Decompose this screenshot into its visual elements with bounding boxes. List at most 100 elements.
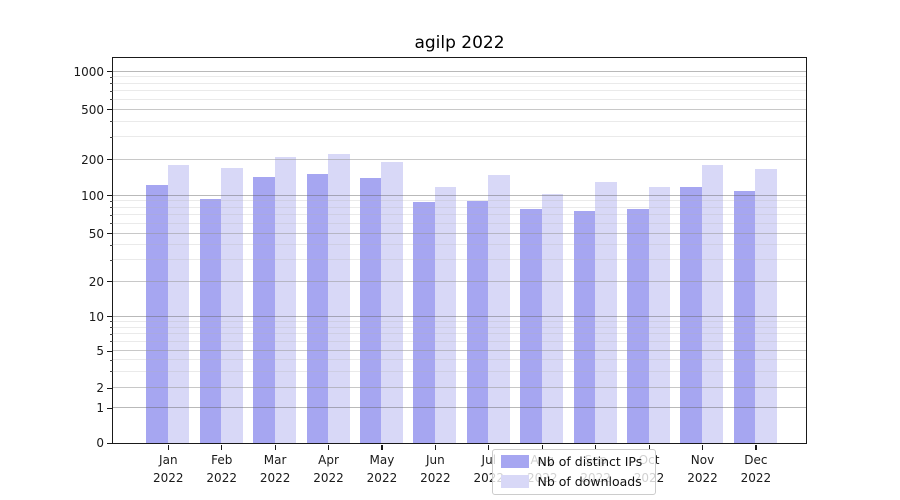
x-tick-mark-6 bbox=[488, 444, 490, 450]
y-tick-mark bbox=[107, 407, 113, 409]
x-tick-mark-5 bbox=[434, 444, 437, 450]
gridline-60 bbox=[112, 222, 806, 224]
gridline-900 bbox=[112, 76, 806, 78]
y-tick-mark bbox=[107, 159, 113, 161]
x-tick-label-3: Apr 2022 bbox=[313, 453, 344, 485]
y-tick-label-500: 500 bbox=[81, 102, 104, 117]
gridline-600 bbox=[112, 98, 806, 100]
bar-distinct-ips-10 bbox=[680, 187, 702, 443]
x-tick-mark-8 bbox=[595, 444, 597, 450]
plot-area: Nb of distinct IPs Nb of downloads bbox=[111, 56, 807, 495]
x-tick-label-10: Nov 2022 bbox=[687, 453, 718, 485]
gridline-90 bbox=[112, 200, 806, 202]
x-tick-mark-0 bbox=[167, 444, 169, 450]
x-tick-label-1: Feb 2022 bbox=[206, 453, 237, 485]
gridline-1 bbox=[112, 407, 806, 408]
bar-downloads-9 bbox=[648, 186, 671, 443]
bar-downloads-10 bbox=[701, 164, 724, 443]
gridline-20 bbox=[112, 280, 806, 282]
x-tick-label-4: May 2022 bbox=[366, 453, 398, 485]
gridline-80 bbox=[112, 206, 806, 208]
y-tick-label-5: 5 bbox=[96, 344, 104, 358]
gridline-20 bbox=[112, 280, 806, 282]
y-minor-tick-mark bbox=[109, 83, 113, 85]
y-tick-mark bbox=[107, 195, 113, 197]
bar-distinct-ips-3 bbox=[306, 173, 329, 443]
y-minor-tick-mark bbox=[109, 244, 113, 246]
y-minor-tick-mark bbox=[109, 136, 113, 138]
gridline-100 bbox=[112, 194, 806, 196]
gridline-40 bbox=[112, 244, 806, 246]
bar-distinct-ips-8 bbox=[573, 210, 596, 443]
bar-distinct-ips-7 bbox=[520, 208, 542, 443]
bar-distinct-ips-4 bbox=[359, 177, 382, 443]
y-tick-label-20: 20 bbox=[88, 274, 104, 289]
gridline-4 bbox=[112, 359, 806, 360]
y-minor-tick-mark bbox=[109, 214, 113, 216]
y-tick-mark bbox=[107, 281, 113, 283]
gridline-500 bbox=[112, 108, 806, 110]
gridline-800 bbox=[112, 82, 806, 84]
gridline-8 bbox=[112, 326, 806, 328]
bar-distinct-ips-2 bbox=[253, 176, 275, 443]
y-minor-tick-mark bbox=[109, 259, 113, 261]
x-tick-mark-7 bbox=[541, 444, 543, 450]
y-minor-tick-mark bbox=[109, 327, 113, 329]
legend-swatch-distinct-ips bbox=[500, 455, 529, 469]
gridline-500 bbox=[112, 108, 806, 110]
bar-downloads-0 bbox=[167, 164, 190, 443]
x-tick-label-0: Jan 2022 bbox=[153, 453, 184, 485]
gridline-50 bbox=[112, 232, 806, 234]
y-tick-mark bbox=[107, 71, 113, 73]
gridline-7 bbox=[112, 333, 806, 335]
bar-distinct-ips-9 bbox=[627, 208, 649, 443]
bar-distinct-ips-1 bbox=[199, 199, 222, 443]
x-tick-mark-9 bbox=[648, 444, 650, 450]
x-tick-mark-4 bbox=[381, 444, 383, 450]
y-minor-tick-mark bbox=[109, 371, 113, 373]
bar-downloads-7 bbox=[541, 193, 564, 443]
y-tick-mark bbox=[107, 109, 113, 111]
gridline-3 bbox=[112, 370, 806, 372]
legend-row-distinct-ips: Nb of distinct IPs bbox=[500, 454, 647, 471]
gridline-50 bbox=[112, 232, 806, 234]
gridline-1000 bbox=[112, 70, 806, 72]
bar-downloads-6 bbox=[488, 175, 510, 443]
gridline-300 bbox=[112, 136, 806, 138]
x-tick-mark-10 bbox=[701, 444, 704, 450]
bar-downloads-2 bbox=[274, 156, 297, 443]
y-tick-mark bbox=[107, 350, 113, 352]
bar-downloads-5 bbox=[434, 187, 457, 443]
x-tick-mark-1 bbox=[221, 444, 223, 450]
bar-downloads-11 bbox=[755, 168, 777, 443]
y-tick-label-0: 0 bbox=[96, 436, 104, 450]
y-tick-label-2: 2 bbox=[96, 381, 104, 395]
gridline-70 bbox=[112, 214, 806, 216]
bar-downloads-4 bbox=[381, 161, 403, 443]
y-minor-tick-mark bbox=[109, 223, 113, 225]
legend-label-distinct-ips: Nb of distinct IPs bbox=[537, 454, 643, 470]
y-minor-tick-mark bbox=[109, 90, 113, 92]
gridline-5 bbox=[112, 350, 806, 351]
bar-distinct-ips-6 bbox=[466, 200, 489, 443]
grid-layer bbox=[112, 58, 806, 443]
x-tick-mark-2 bbox=[274, 444, 276, 450]
y-minor-tick-mark bbox=[109, 359, 113, 361]
x-tick-mark-3 bbox=[328, 444, 330, 450]
legend-swatch-downloads bbox=[500, 474, 529, 488]
y-tick-label-1: 1 bbox=[96, 401, 104, 415]
bar-downloads-3 bbox=[328, 153, 350, 443]
y-tick-mark bbox=[107, 387, 113, 389]
x-tick-label-2: Mar 2022 bbox=[259, 453, 291, 485]
chart-title: agilp 2022 bbox=[414, 33, 505, 53]
y-tick-mark bbox=[107, 442, 113, 444]
gridline-5 bbox=[112, 350, 806, 351]
x-tick-label-5: Jun 2022 bbox=[420, 453, 451, 485]
gridline-200 bbox=[112, 158, 806, 160]
bar-downloads-8 bbox=[595, 182, 617, 443]
y-minor-tick-mark bbox=[109, 321, 113, 323]
x-tick-label-11: Dec 2022 bbox=[740, 453, 772, 485]
y-minor-tick-mark bbox=[109, 76, 113, 78]
y-minor-tick-mark bbox=[109, 99, 113, 101]
gridline-9 bbox=[112, 320, 806, 322]
